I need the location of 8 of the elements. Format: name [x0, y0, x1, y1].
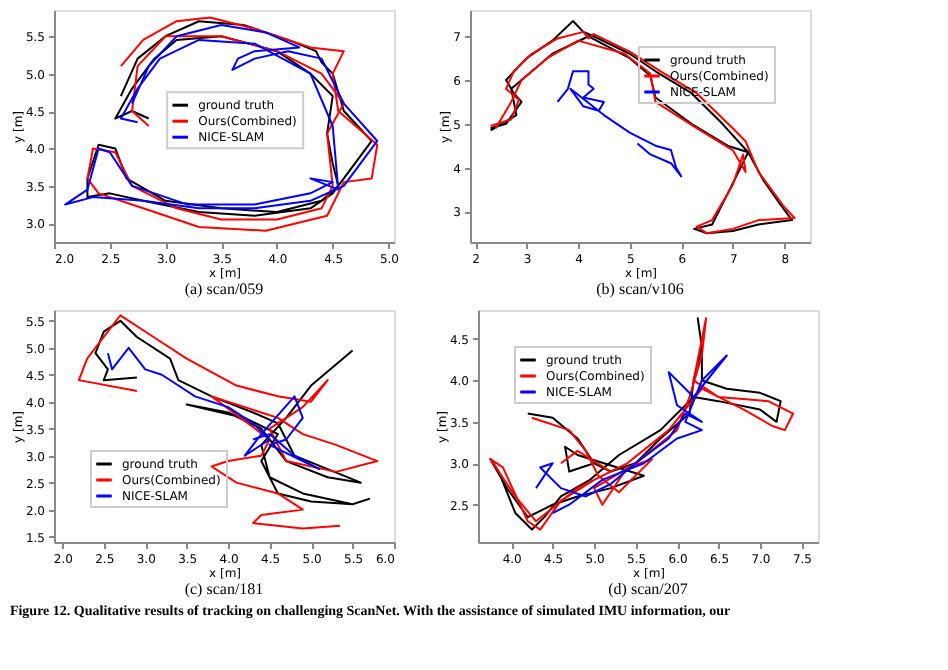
line-series	[535, 354, 728, 514]
text: (d) scan/207	[608, 580, 688, 598]
text: (c) scan/181	[184, 580, 264, 598]
text: (a) scan/059	[184, 280, 264, 298]
text: (b) scan/v106	[596, 280, 684, 298]
line-series	[77, 314, 379, 530]
line-series	[94, 319, 371, 506]
line-series	[106, 346, 321, 471]
